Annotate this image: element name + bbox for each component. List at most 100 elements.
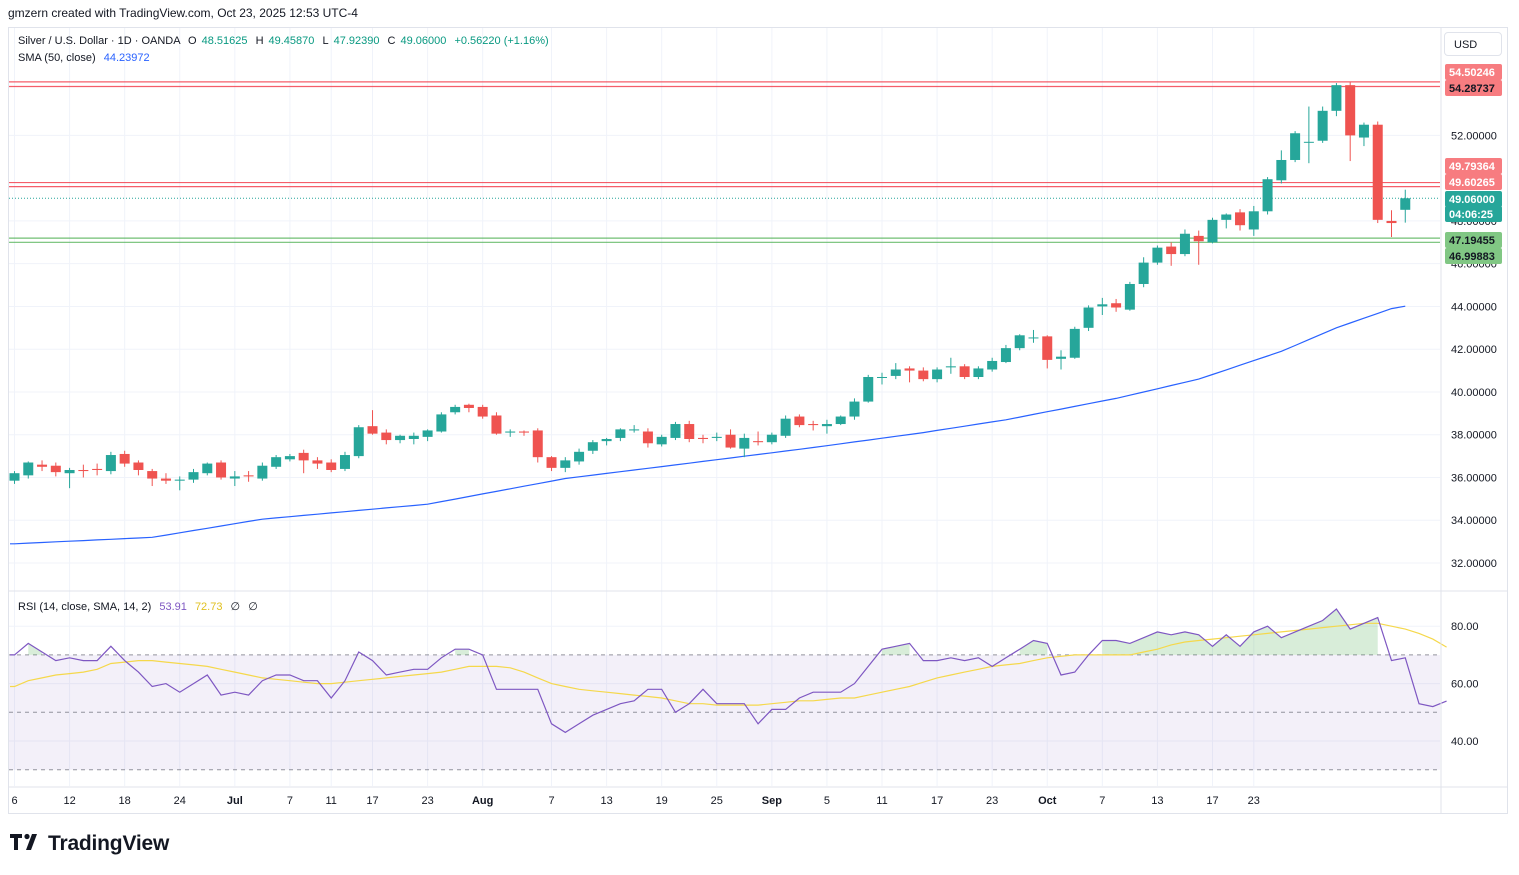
time-tick-label: 19 bbox=[656, 795, 668, 807]
candle-body bbox=[505, 431, 516, 433]
low-value: 47.92390 bbox=[333, 35, 380, 47]
candle bbox=[450, 404, 461, 415]
candle bbox=[1097, 297, 1108, 315]
candle-body bbox=[808, 424, 819, 426]
price-tick-label: 38.00000 bbox=[1451, 430, 1497, 442]
candle-body bbox=[518, 431, 529, 433]
candle-body bbox=[863, 376, 874, 402]
candle-body bbox=[1000, 348, 1011, 363]
candle bbox=[381, 429, 392, 445]
candle bbox=[1179, 229, 1190, 257]
candle bbox=[973, 366, 984, 380]
candle-body bbox=[50, 465, 61, 473]
brand-name: TradingView bbox=[48, 832, 170, 855]
candle bbox=[1303, 106, 1314, 164]
candle-body bbox=[23, 462, 34, 476]
level-badge-text: 49.79364 bbox=[1449, 161, 1496, 173]
candle-body bbox=[422, 430, 433, 437]
sma-label: SMA (50, close) bbox=[18, 52, 96, 64]
candle-body bbox=[1028, 337, 1039, 339]
rsi-extra-1: ∅ bbox=[230, 601, 241, 613]
tradingview-logo[interactable]: TradingView bbox=[10, 832, 169, 856]
level-badge: 46.99883 bbox=[1445, 248, 1502, 264]
candle bbox=[1262, 177, 1273, 215]
countdown-badge: 04:06:25 bbox=[1445, 206, 1502, 222]
countdown-badge-bg bbox=[1445, 206, 1502, 222]
candle-body bbox=[849, 401, 860, 417]
candle bbox=[229, 471, 240, 487]
candle bbox=[64, 467, 75, 489]
candle bbox=[505, 429, 516, 437]
price-tick-label: 52.00000 bbox=[1451, 130, 1497, 142]
tradingview-logo-icon bbox=[10, 832, 42, 856]
candle bbox=[491, 412, 502, 435]
candle bbox=[395, 434, 406, 444]
price-tick-label: 36.00000 bbox=[1451, 472, 1497, 484]
candle-body bbox=[794, 416, 805, 426]
candle-body bbox=[1235, 212, 1246, 226]
candle bbox=[959, 364, 970, 380]
candle bbox=[918, 367, 929, 382]
currency-button[interactable]: USD bbox=[1444, 32, 1502, 56]
candle-body bbox=[160, 478, 171, 481]
candle bbox=[1345, 82, 1356, 162]
candle-body bbox=[1248, 211, 1259, 230]
open-label: O bbox=[188, 35, 197, 47]
candle bbox=[698, 434, 708, 444]
candle bbox=[339, 451, 350, 472]
rsi-label: RSI (14, close, SMA, 14, 2) bbox=[18, 601, 152, 613]
candle bbox=[202, 462, 213, 476]
credit-text: gmzern created with TradingView.com, Oct… bbox=[8, 6, 358, 20]
candle bbox=[863, 374, 874, 403]
candle-body bbox=[1207, 219, 1218, 243]
candle bbox=[1235, 209, 1246, 231]
candle-body bbox=[1262, 179, 1273, 212]
candle-body bbox=[670, 424, 681, 438]
candle-body bbox=[1331, 85, 1342, 111]
time-tick-label: 7 bbox=[548, 795, 554, 807]
candle-body bbox=[257, 465, 268, 479]
level-badge-text: 47.19455 bbox=[1449, 235, 1495, 247]
candle-body bbox=[216, 462, 227, 478]
close-label: C bbox=[387, 35, 396, 47]
candle-body bbox=[904, 368, 915, 371]
candle bbox=[1124, 281, 1135, 311]
candle-body bbox=[835, 416, 846, 425]
time-tick-label: 24 bbox=[174, 795, 186, 807]
candle-body bbox=[1152, 247, 1163, 263]
candle-body bbox=[1166, 246, 1177, 255]
candle bbox=[725, 429, 736, 449]
candle-body bbox=[945, 366, 956, 368]
candle bbox=[188, 468, 199, 483]
candle bbox=[23, 461, 34, 479]
time-tick-label: 17 bbox=[366, 795, 378, 807]
candle bbox=[1138, 257, 1149, 288]
rsi-tick-label: 60.00 bbox=[1451, 679, 1479, 691]
candle-body bbox=[1069, 328, 1080, 358]
candle bbox=[1111, 298, 1122, 312]
time-tick-label: 5 bbox=[824, 795, 830, 807]
candle-body bbox=[1042, 336, 1053, 360]
candle bbox=[147, 468, 158, 487]
candle-body bbox=[78, 469, 89, 472]
candle-body bbox=[1056, 356, 1067, 359]
candle-body bbox=[367, 426, 378, 434]
candle bbox=[257, 462, 268, 481]
candle-body bbox=[339, 455, 350, 469]
candle bbox=[1317, 106, 1328, 143]
candle-body bbox=[395, 435, 406, 441]
candle bbox=[271, 455, 282, 469]
candle bbox=[298, 449, 309, 474]
rsi-overbought-fill bbox=[455, 649, 469, 655]
time-tick-label: 17 bbox=[931, 795, 943, 807]
candle bbox=[1014, 334, 1025, 351]
candle bbox=[326, 459, 337, 473]
candle-body bbox=[656, 436, 667, 445]
candle-body bbox=[601, 438, 612, 442]
time-tick-label: 17 bbox=[1206, 795, 1218, 807]
candle-body bbox=[463, 404, 474, 408]
price-tick-label: 40.00000 bbox=[1451, 387, 1497, 399]
candle-body bbox=[877, 376, 888, 378]
candle-body bbox=[684, 424, 695, 439]
